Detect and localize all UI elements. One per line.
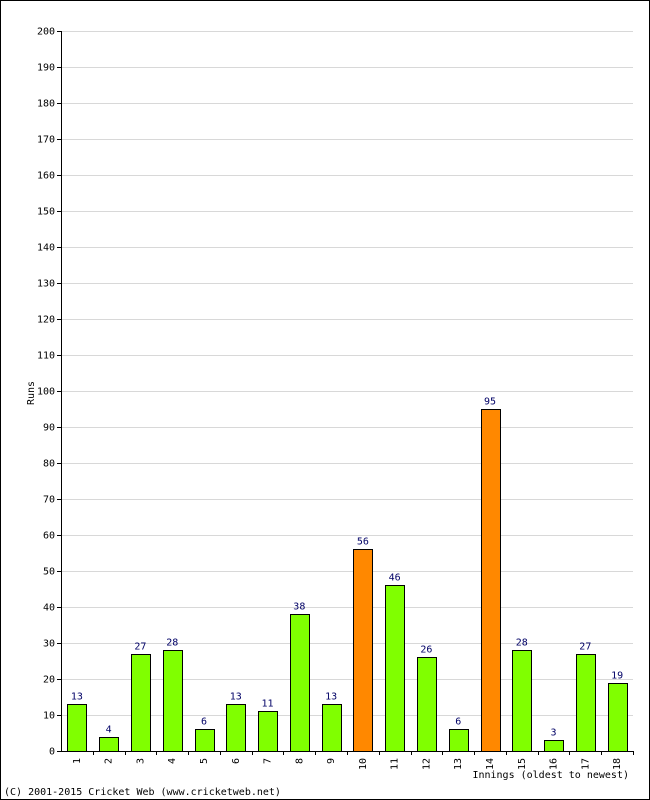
bars	[67, 409, 628, 752]
x-tick-label: 2	[104, 758, 115, 764]
bar-innings-10	[353, 549, 373, 752]
y-tick-label: 190	[37, 63, 55, 74]
bar-value-label: 26	[420, 645, 432, 656]
bar-innings-8	[290, 614, 310, 752]
bar-innings-13	[449, 729, 469, 752]
bar-value-label: 13	[325, 692, 337, 703]
bar-innings-18	[608, 683, 628, 752]
y-tick-label: 110	[37, 351, 55, 362]
x-tick-label: 12	[421, 758, 432, 770]
y-tick-label: 50	[43, 567, 55, 578]
bar-innings-12	[417, 657, 437, 752]
bar-value-label: 13	[71, 692, 83, 703]
y-tick-label: 100	[37, 387, 55, 398]
x-tick-label: 1	[72, 758, 83, 764]
x-tick-label: 16	[549, 758, 560, 770]
y-axis-title: Runs	[26, 381, 37, 405]
bar-value-label: 3	[551, 728, 557, 739]
x-tick-label: 5	[199, 758, 210, 764]
x-tick-label: 15	[517, 758, 528, 770]
y-tick-label: 80	[43, 459, 55, 470]
copyright-text: (C) 2001-2015 Cricket Web (www.cricketwe…	[4, 787, 281, 798]
y-tick-label: 60	[43, 531, 55, 542]
bar-innings-1	[67, 704, 87, 752]
bar-value-label: 19	[611, 671, 623, 682]
x-tick-label: 3	[135, 758, 146, 764]
bar-value-label: 28	[166, 638, 178, 649]
bar-value-label: 4	[106, 725, 112, 736]
x-axis-title: Innings (oldest to newest)	[472, 770, 629, 781]
x-tick-label: 6	[231, 758, 242, 764]
y-tick-label: 200	[37, 27, 55, 38]
bar-value-label: 27	[134, 642, 146, 653]
bar-innings-11	[385, 585, 405, 752]
bar-value-label: 13	[230, 692, 242, 703]
bar-value-label: 6	[455, 717, 461, 728]
bar-innings-16	[544, 740, 564, 752]
bar-innings-17	[576, 654, 596, 752]
y-tick-label: 140	[37, 243, 55, 254]
bar-innings-4	[163, 650, 183, 752]
x-tick-label: 7	[263, 758, 274, 764]
y-tick-label: 130	[37, 279, 55, 290]
y-tick-label: 120	[37, 315, 55, 326]
labels: 0102030405060708090100110120130140150160…	[37, 27, 623, 771]
bar-innings-14	[481, 409, 501, 752]
bar-value-label: 28	[516, 638, 528, 649]
bar-value-label: 6	[201, 717, 207, 728]
x-tick-label: 18	[612, 758, 623, 770]
x-tick-label: 10	[358, 758, 369, 770]
bar-innings-2	[99, 737, 119, 752]
y-tick-label: 170	[37, 135, 55, 146]
bar-innings-15	[512, 650, 532, 752]
y-tick-label: 20	[43, 675, 55, 686]
y-tick-label: 10	[43, 711, 55, 722]
bar-value-label: 95	[484, 397, 496, 408]
x-tick-label: 13	[453, 758, 464, 770]
x-tick-label: 17	[580, 758, 591, 770]
x-tick-label: 14	[485, 758, 496, 770]
x-tick-label: 9	[326, 758, 337, 764]
y-tick-label: 90	[43, 423, 55, 434]
bar-value-label: 38	[293, 602, 305, 613]
bar-innings-6	[226, 704, 246, 752]
x-tick-label: 8	[294, 758, 305, 764]
bar-value-label: 11	[262, 699, 274, 710]
bar-innings-5	[195, 729, 215, 752]
x-tick-label: 4	[167, 758, 178, 764]
bar-value-label: 46	[389, 573, 401, 584]
bar-value-label: 27	[579, 642, 591, 653]
grid-lines	[61, 31, 633, 716]
y-tick-label: 180	[37, 99, 55, 110]
bar-innings-3	[131, 654, 151, 752]
axes	[57, 31, 634, 755]
x-tick-label: 11	[390, 758, 401, 770]
y-tick-label: 70	[43, 495, 55, 506]
bar-innings-7	[258, 711, 278, 752]
y-tick-label: 150	[37, 207, 55, 218]
y-tick-label: 40	[43, 603, 55, 614]
bar-innings-9	[322, 704, 342, 752]
y-tick-label: 30	[43, 639, 55, 650]
y-tick-label: 160	[37, 171, 55, 182]
bar-value-label: 56	[357, 537, 369, 548]
y-tick-label: 0	[49, 747, 55, 758]
